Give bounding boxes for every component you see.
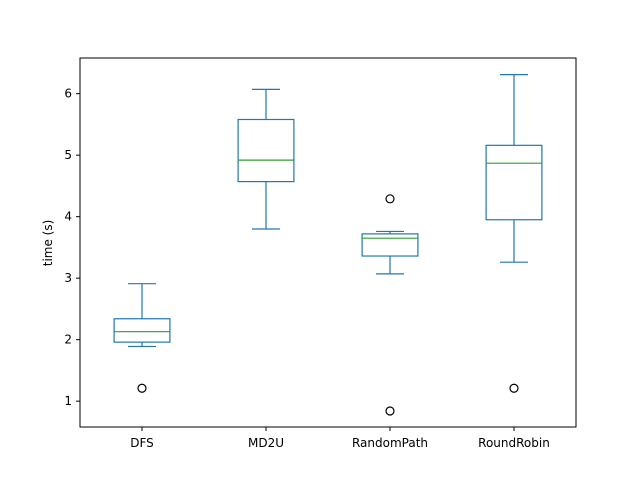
y-tick-label-3: 3: [64, 271, 72, 285]
y-tick-label-4: 4: [64, 210, 72, 224]
box-md2u: [237, 118, 295, 183]
y-axis-label: time (s): [41, 220, 55, 267]
x-tick-label-dfs: DFS: [130, 436, 154, 450]
plot-frame: [79, 57, 577, 428]
box-group-randompath: [361, 194, 419, 416]
y-tick-label-6: 6: [64, 87, 72, 101]
outlier-point-randompath-0: [385, 194, 395, 204]
box-roundrobin: [485, 144, 543, 221]
y-tick-label-2: 2: [64, 333, 72, 347]
x-tick-label-md2u: MD2U: [248, 436, 284, 450]
box-group-dfs: [113, 283, 171, 393]
axes-layer: 1 2 3 4 5 6 DFS MD2U RandomPath RoundRobin: [64, 57, 577, 450]
outlier-point-roundrobin-0: [509, 383, 519, 393]
box-group-roundrobin: [485, 74, 543, 393]
box-randompath: [361, 233, 419, 257]
y-tick-label-1: 1: [64, 394, 72, 408]
outlier-point-randompath-1: [385, 406, 395, 416]
y-tick-label-5: 5: [64, 148, 72, 162]
x-tick-label-randompath: RandomPath: [352, 436, 428, 450]
box-group-md2u: [237, 88, 295, 230]
box-dfs: [113, 318, 171, 343]
plot-layer: [113, 74, 543, 416]
x-tick-label-roundrobin: RoundRobin: [478, 436, 550, 450]
outlier-point-dfs-0: [137, 383, 147, 393]
